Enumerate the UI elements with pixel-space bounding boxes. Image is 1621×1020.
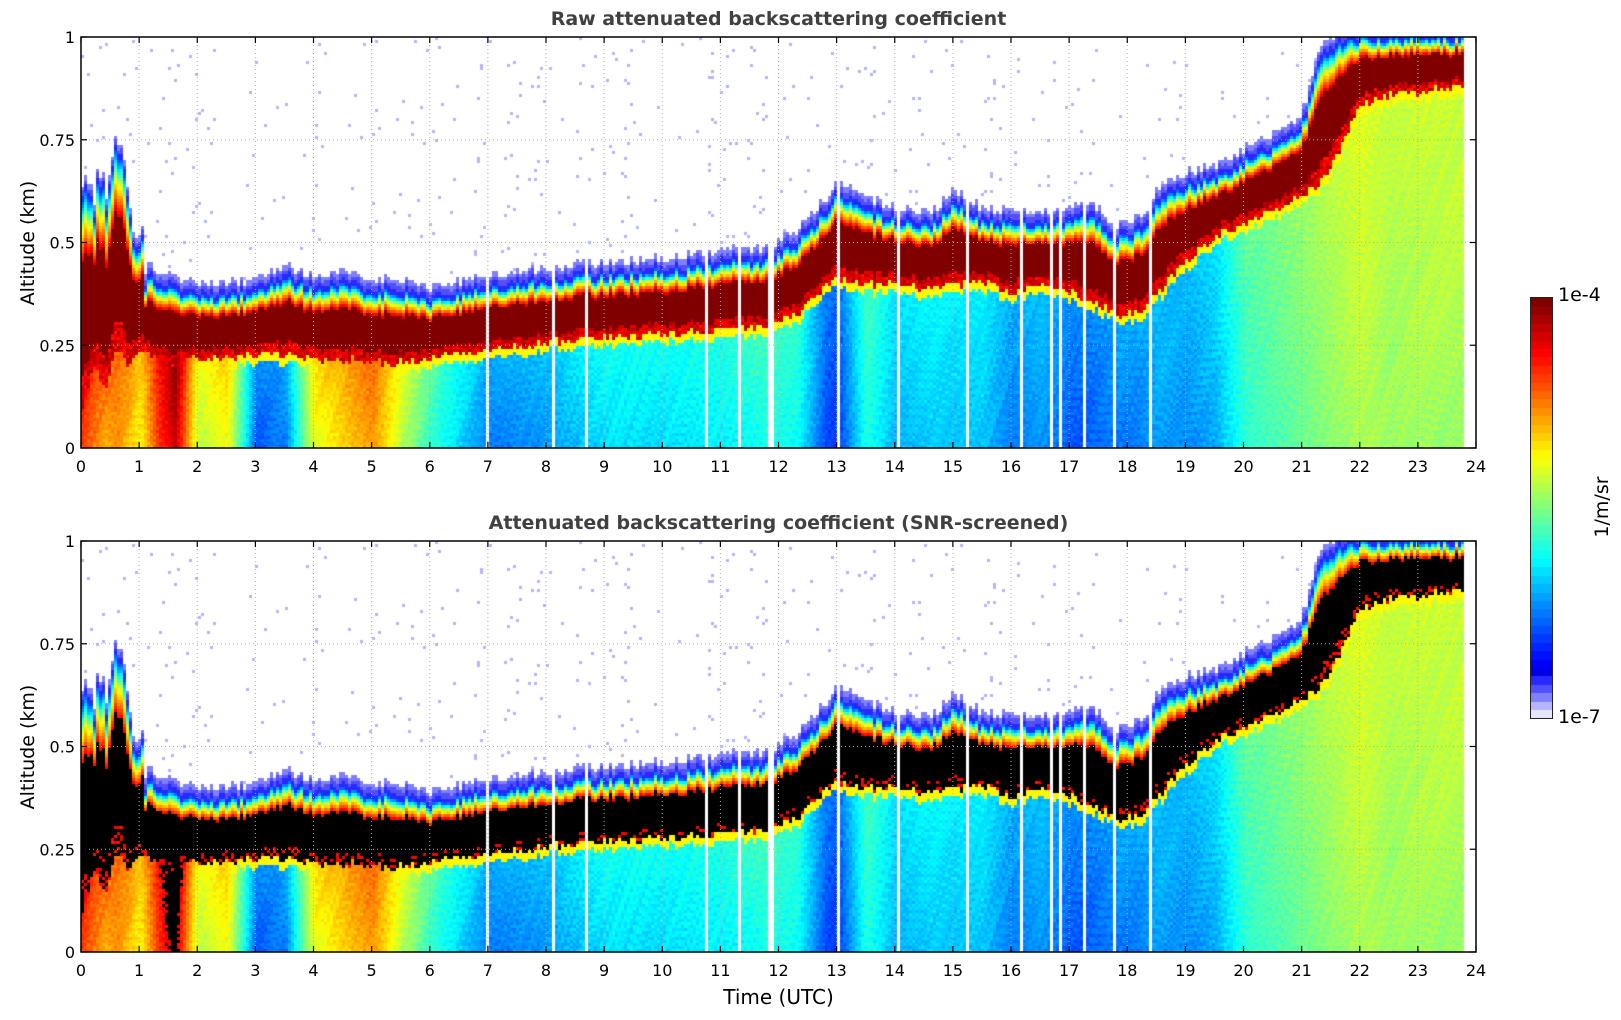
colorbar-max-label: 1e-4 <box>1558 284 1601 306</box>
panel-2-xtick-label: 10 <box>652 961 672 980</box>
panel-1-xtick-label: 1 <box>134 457 144 476</box>
panel-2-ytick-label: 0.5 <box>50 738 75 757</box>
panel-1-xtick-label: 4 <box>308 457 318 476</box>
panel-1-xtick-label: 10 <box>652 457 672 476</box>
panel-1-xtick-label: 14 <box>885 457 905 476</box>
panel-1-xtick-label: 21 <box>1291 457 1311 476</box>
panel-2-frame <box>80 540 1477 953</box>
x-axis-label: Time (UTC) <box>723 985 834 1009</box>
panel-1-xtick-label: 19 <box>1175 457 1195 476</box>
panel-1-title: Raw attenuated backscattering coefficien… <box>550 8 1007 30</box>
panel-1-xtick-label: 18 <box>1117 457 1137 476</box>
panel-2-xtick-label: 23 <box>1408 961 1428 980</box>
panel-1-xtick-label: 8 <box>541 457 551 476</box>
panel-1-ytick-label: 0.75 <box>39 131 75 150</box>
panel-1-xtick-label: 3 <box>250 457 260 476</box>
panel-1-xtick-label: 23 <box>1408 457 1428 476</box>
panel-1-xtick-label: 0 <box>76 457 86 476</box>
panel-2-xtick-label: 13 <box>826 961 846 980</box>
panel-1-xtick-label: 6 <box>425 457 435 476</box>
panel-2-xtick-label: 22 <box>1350 961 1370 980</box>
panel-2-xtick-label: 18 <box>1117 961 1137 980</box>
panel-1-xtick-label: 20 <box>1233 457 1253 476</box>
panel-2-xtick-label: 14 <box>885 961 905 980</box>
panel-1-xtick-label: 11 <box>710 457 730 476</box>
colorbar <box>1530 297 1553 719</box>
panel-2-xtick-label: 12 <box>768 961 788 980</box>
panel-1-xtick-label: 9 <box>599 457 609 476</box>
panel-2-xtick-label: 16 <box>1001 961 1021 980</box>
panel-2-xtick-label: 11 <box>710 961 730 980</box>
panel-2-ytick-label: 1 <box>65 532 75 551</box>
panel-2-xtick-label: 4 <box>308 961 318 980</box>
panel-2-xtick-label: 20 <box>1233 961 1253 980</box>
panel-1-xtick-label: 16 <box>1001 457 1021 476</box>
panel-1-ytick-label: 1 <box>65 28 75 47</box>
panel-2-xtick-label: 5 <box>367 961 377 980</box>
panel-2-xtick-label: 19 <box>1175 961 1195 980</box>
panel-2-xtick-label: 17 <box>1059 961 1079 980</box>
panel-2-xtick-label: 6 <box>425 961 435 980</box>
panel-2-xtick-label: 15 <box>943 961 963 980</box>
panel-2-ytick-label: 0.25 <box>39 840 75 859</box>
colorbar-unit-label: 1/m/sr <box>1591 476 1613 538</box>
panel-2-title: Attenuated backscattering coefficient (S… <box>488 512 1069 534</box>
panel-1-xtick-label: 7 <box>483 457 493 476</box>
panel-2-xtick-label: 2 <box>192 961 202 980</box>
panel-2-xtick-label: 21 <box>1291 961 1311 980</box>
panel-1-ytick-label: 0 <box>65 439 75 458</box>
panel-1-xtick-label: 15 <box>943 457 963 476</box>
panel-1-xtick-label: 13 <box>826 457 846 476</box>
panel-2-xtick-label: 9 <box>599 961 609 980</box>
panel-1-xtick-label: 12 <box>768 457 788 476</box>
panel-1-frame <box>80 36 1477 449</box>
panel-1-xtick-label: 5 <box>367 457 377 476</box>
panel-1-ytick-label: 0.5 <box>50 234 75 253</box>
panel-2-xtick-label: 0 <box>76 961 86 980</box>
colorbar-min-label: 1e-7 <box>1558 706 1601 728</box>
panel-2-xtick-label: 3 <box>250 961 260 980</box>
panel-1-xtick-label: 22 <box>1350 457 1370 476</box>
panel-2-xtick-label: 24 <box>1466 961 1486 980</box>
panel-2-xtick-label: 1 <box>134 961 144 980</box>
panel-2-ytick-label: 0.75 <box>39 635 75 654</box>
panel-2-xtick-label: 8 <box>541 961 551 980</box>
panel-1-ytick-label: 0.25 <box>39 336 75 355</box>
panel-1-xtick-label: 17 <box>1059 457 1079 476</box>
panel-2-xtick-label: 7 <box>483 961 493 980</box>
panel-2-ytick-label: 0 <box>65 943 75 962</box>
panel-1-xtick-label: 2 <box>192 457 202 476</box>
panel-1-xtick-label: 24 <box>1466 457 1486 476</box>
